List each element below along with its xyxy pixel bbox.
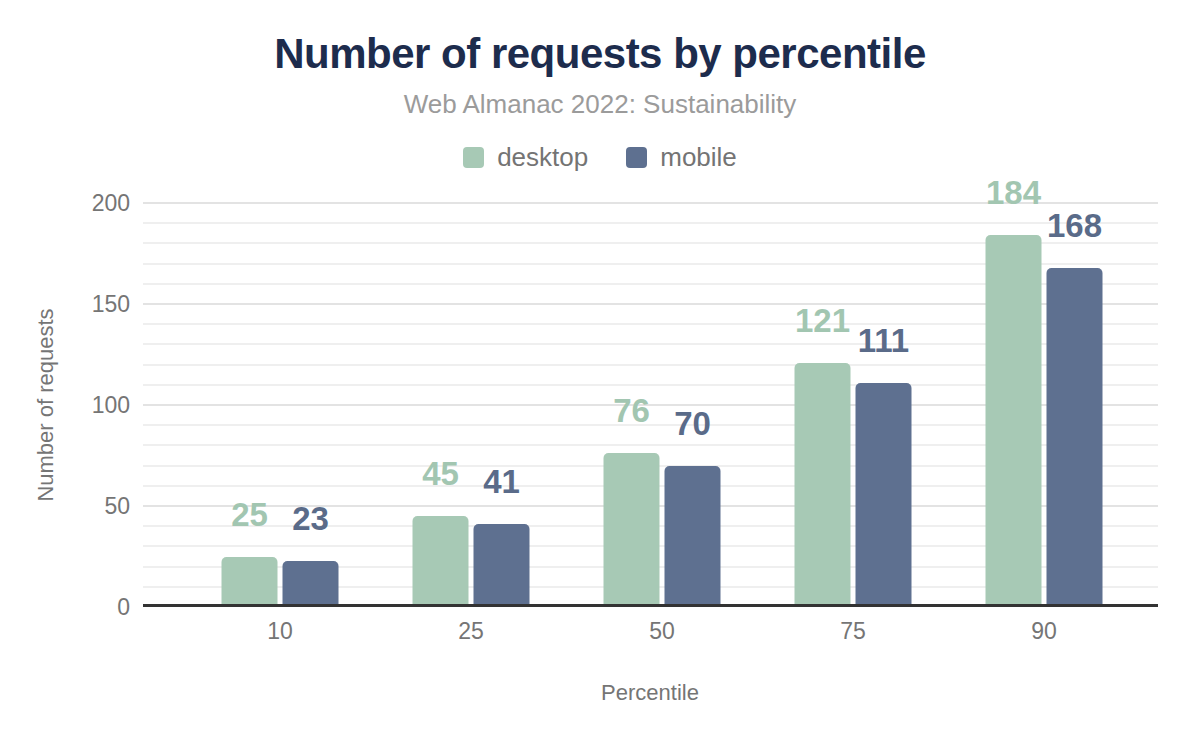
bar-mobile	[474, 524, 530, 607]
bar-column-mobile: 111	[856, 324, 912, 607]
x-axis-baseline	[143, 604, 1158, 607]
y-tick-label: 200	[0, 190, 130, 216]
bar-group: 121111	[795, 304, 912, 607]
chart-subtitle: Web Almanac 2022: Sustainability	[0, 89, 1200, 120]
x-tick-label: 75	[840, 618, 866, 644]
bar-desktop	[413, 516, 469, 607]
bar-column-mobile: 41	[474, 465, 530, 607]
bar-desktop	[222, 557, 278, 608]
bar-desktop	[604, 453, 660, 607]
x-tick-label: 50	[649, 618, 675, 644]
bar-column-mobile: 70	[665, 407, 721, 607]
bar-value-label-desktop: 121	[795, 304, 850, 337]
bar-value-label-mobile: 111	[858, 324, 909, 357]
bar-column-desktop: 45	[413, 457, 469, 607]
bar-mobile	[665, 466, 721, 607]
bar-column-desktop: 121	[795, 304, 851, 607]
bar-group: 25 23	[222, 498, 339, 608]
bar-mobile	[856, 383, 912, 607]
bar-group: 76 70	[604, 394, 721, 607]
y-tick-label: 0	[0, 594, 130, 620]
legend-swatch-desktop	[463, 147, 484, 168]
y-tick-label: 100	[0, 392, 130, 418]
x-axis-title: Percentile	[601, 680, 699, 706]
chart-canvas: Number of requests by percentile Web Alm…	[0, 0, 1200, 742]
y-tick-label: 150	[0, 291, 130, 317]
legend-label-desktop: desktop	[497, 142, 588, 173]
legend-item-desktop: desktop	[463, 142, 588, 173]
bar-desktop	[986, 235, 1042, 607]
bar-value-label-mobile: 168	[1047, 209, 1102, 242]
legend-swatch-mobile	[626, 147, 647, 168]
bar-value-label-desktop: 25	[231, 498, 268, 531]
x-tick-label: 25	[458, 618, 484, 644]
bar-column-mobile: 168	[1047, 209, 1103, 607]
bar-group: 45 41	[413, 457, 530, 607]
bar-column-mobile: 23	[283, 502, 339, 607]
bar-value-label-mobile: 23	[292, 502, 329, 535]
chart-title: Number of requests by percentile	[0, 30, 1200, 78]
legend-item-mobile: mobile	[626, 142, 737, 173]
x-tick-label: 10	[267, 618, 293, 644]
bar-desktop	[795, 363, 851, 607]
y-tick-label: 50	[0, 493, 130, 519]
bar-value-label-mobile: 41	[483, 465, 520, 498]
bar-mobile	[1047, 268, 1103, 607]
bar-group: 184168	[986, 176, 1103, 607]
plot-area: 252345417670121111184168	[143, 203, 1158, 607]
bar-value-label-desktop: 45	[422, 457, 459, 490]
legend-label-mobile: mobile	[660, 142, 737, 173]
bar-column-desktop: 76	[604, 394, 660, 607]
bar-column-desktop: 184	[986, 176, 1042, 607]
bar-value-label-desktop: 76	[613, 394, 650, 427]
bar-column-desktop: 25	[222, 498, 278, 608]
bar-value-label-desktop: 184	[986, 176, 1041, 209]
bar-mobile	[283, 561, 339, 607]
legend: desktop mobile	[0, 142, 1200, 173]
x-tick-label: 90	[1031, 618, 1057, 644]
bar-value-label-mobile: 70	[674, 407, 711, 440]
